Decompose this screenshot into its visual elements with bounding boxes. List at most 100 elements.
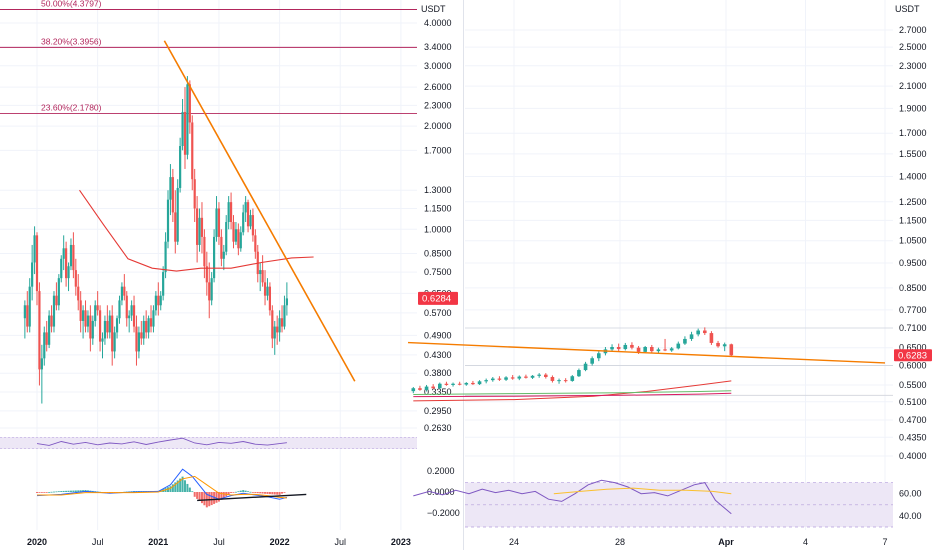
left-candle-body-80 xyxy=(217,208,221,237)
right-macd-panel: 0.2000 0.0000 −0.2000 xyxy=(427,466,460,518)
left-candle-body-53 xyxy=(152,310,155,327)
right-candle-body-46 xyxy=(716,342,720,347)
left-macd-hist-bar xyxy=(174,482,177,492)
right-rsi-line xyxy=(413,479,732,515)
right-price-tick-20: 0.4350 xyxy=(899,432,927,442)
left-candle-body-6 xyxy=(38,291,41,370)
left-candle-body-0 xyxy=(23,305,26,319)
right-candle-body-25 xyxy=(577,370,581,377)
left-candle-body-62 xyxy=(174,212,177,242)
right-candle-body-41 xyxy=(683,338,687,344)
left-candle-body-34 xyxy=(106,320,109,333)
right-last-price-bg xyxy=(894,349,932,362)
left-candle-body-15 xyxy=(60,258,63,279)
left-candle-body-86 xyxy=(232,222,235,242)
left-time-tick-2: 2021 xyxy=(148,537,168,547)
left-time-tick-1: Jul xyxy=(92,537,104,547)
left-macd-hist-bar xyxy=(186,483,189,492)
left-candle-body-71 xyxy=(196,208,199,245)
left-macd-hist-bar xyxy=(242,490,245,492)
right-candle-body-21 xyxy=(550,376,555,381)
right-price-tick-21: 0.4000 xyxy=(899,451,927,461)
right-time-axis[interactable]: 24 28 Apr 4 7 xyxy=(509,537,888,547)
left-candle-body-68 xyxy=(188,84,191,123)
left-macd-hist-bar xyxy=(36,492,38,493)
left-last-price-badge: 0.6284 xyxy=(418,291,458,305)
left-candle-body-108 xyxy=(285,298,288,306)
right-candles[interactable] xyxy=(411,327,734,394)
left-macd-hist-bar xyxy=(232,492,235,493)
left-candle-body-102 xyxy=(271,310,274,339)
left-candle-body-76 xyxy=(208,282,211,301)
right-price-tick-16: 0.6000 xyxy=(899,361,927,371)
right-rsi-tick-0: 60.00 xyxy=(899,489,922,499)
right-candle-body-3 xyxy=(431,386,435,389)
left-candle-body-64 xyxy=(179,146,182,188)
left-candle-body-47 xyxy=(137,332,140,352)
right-candle-body-10 xyxy=(477,381,482,385)
left-macd-hist-bar xyxy=(271,492,274,495)
left-macd-hist-bar xyxy=(264,492,267,494)
left-price-tick-4: 2.3000 xyxy=(424,100,452,110)
right-moving-average-1 xyxy=(413,390,732,395)
left-price-tick-11: 0.7500 xyxy=(424,267,452,277)
right-time-tick-4: 7 xyxy=(882,537,887,547)
right-candle-body-45 xyxy=(709,333,714,343)
right-price-tick-4: 1.9000 xyxy=(899,103,927,113)
right-price-tick-15: 0.6500 xyxy=(899,343,927,353)
left-candle-body-101 xyxy=(268,286,271,311)
right-candle-body-43 xyxy=(696,330,700,335)
left-macd-hist-bar xyxy=(181,476,184,492)
left-candle-body-35 xyxy=(108,315,111,333)
right-candle-body-28 xyxy=(597,353,601,359)
left-candle-body-90 xyxy=(242,212,245,233)
left-macd-hist-bar xyxy=(171,484,174,492)
left-price-tick-9: 1.0000 xyxy=(424,224,452,234)
right-candle-body-22 xyxy=(557,380,561,382)
right-price-tick-11: 0.9500 xyxy=(899,258,927,268)
left-candle-body-36 xyxy=(111,315,114,352)
left-candle-body-25 xyxy=(84,310,87,327)
left-macd-hist-bar xyxy=(244,490,247,492)
left-candle-body-57 xyxy=(162,272,165,296)
left-currency-label: USDT xyxy=(421,4,446,14)
left-candle-body-56 xyxy=(159,295,162,306)
left-candle-body-50 xyxy=(145,320,148,333)
left-macd-hist-bar xyxy=(259,492,262,494)
left-price-axis[interactable]: USDT 4.0000 3.4000 3.0000 2.6000 2.3000 2.000… xyxy=(421,4,452,433)
left-candle-body-33 xyxy=(103,320,107,339)
fib-label-0: 50.00%(4.3797) xyxy=(41,0,102,9)
right-gridlines xyxy=(465,0,893,530)
left-macd-hist-bar xyxy=(276,492,279,495)
left-candle-body-45 xyxy=(132,305,136,327)
left-candle-body-84 xyxy=(227,202,230,223)
left-candle-body-4 xyxy=(33,235,36,263)
right-candle-body-6 xyxy=(451,383,455,385)
left-candle-body-7 xyxy=(40,358,43,370)
right-price-tick-7: 1.4000 xyxy=(899,172,927,182)
right-candle-body-20 xyxy=(544,374,548,377)
left-time-axis[interactable]: 2020 Jul 2021 Jul 2022 Jul 2023 xyxy=(27,537,411,547)
left-macd-hist-bar xyxy=(67,490,70,492)
right-rsi-ma-line xyxy=(553,487,732,495)
left-candle-body-69 xyxy=(191,122,194,180)
left-macd-hist-bar xyxy=(266,492,269,494)
left-price-tick-8: 1.1500 xyxy=(424,203,452,213)
left-candle-body-74 xyxy=(203,236,206,267)
left-macd-hist-bar xyxy=(261,492,264,494)
right-price-tick-0: 2.7000 xyxy=(899,25,927,35)
left-candles[interactable] xyxy=(23,76,288,404)
left-chart-pane[interactable]: 50.00%(4.3797) 38.20%(3.3956) 23.60%(2.178… xyxy=(0,0,458,547)
left-macd-hist-bar xyxy=(227,492,230,495)
left-macd-hist-bar xyxy=(198,492,201,502)
left-candle-body-22 xyxy=(77,286,80,301)
left-candle-body-66 xyxy=(183,111,187,155)
left-candle-body-19 xyxy=(69,244,73,267)
left-candle-body-55 xyxy=(157,295,160,306)
right-price-tick-10: 1.0500 xyxy=(899,236,927,246)
right-time-tick-2: Apr xyxy=(718,537,734,547)
right-chart-pane[interactable]: 0.2000 0.0000 −0.2000 60.00 40.00 USDT 2.70… xyxy=(407,0,932,547)
left-candle-body-32 xyxy=(101,338,104,342)
right-price-axis[interactable]: USDT 2.7000 2.5000 2.3000 2.1000 1.9000 1.700… xyxy=(895,4,927,461)
